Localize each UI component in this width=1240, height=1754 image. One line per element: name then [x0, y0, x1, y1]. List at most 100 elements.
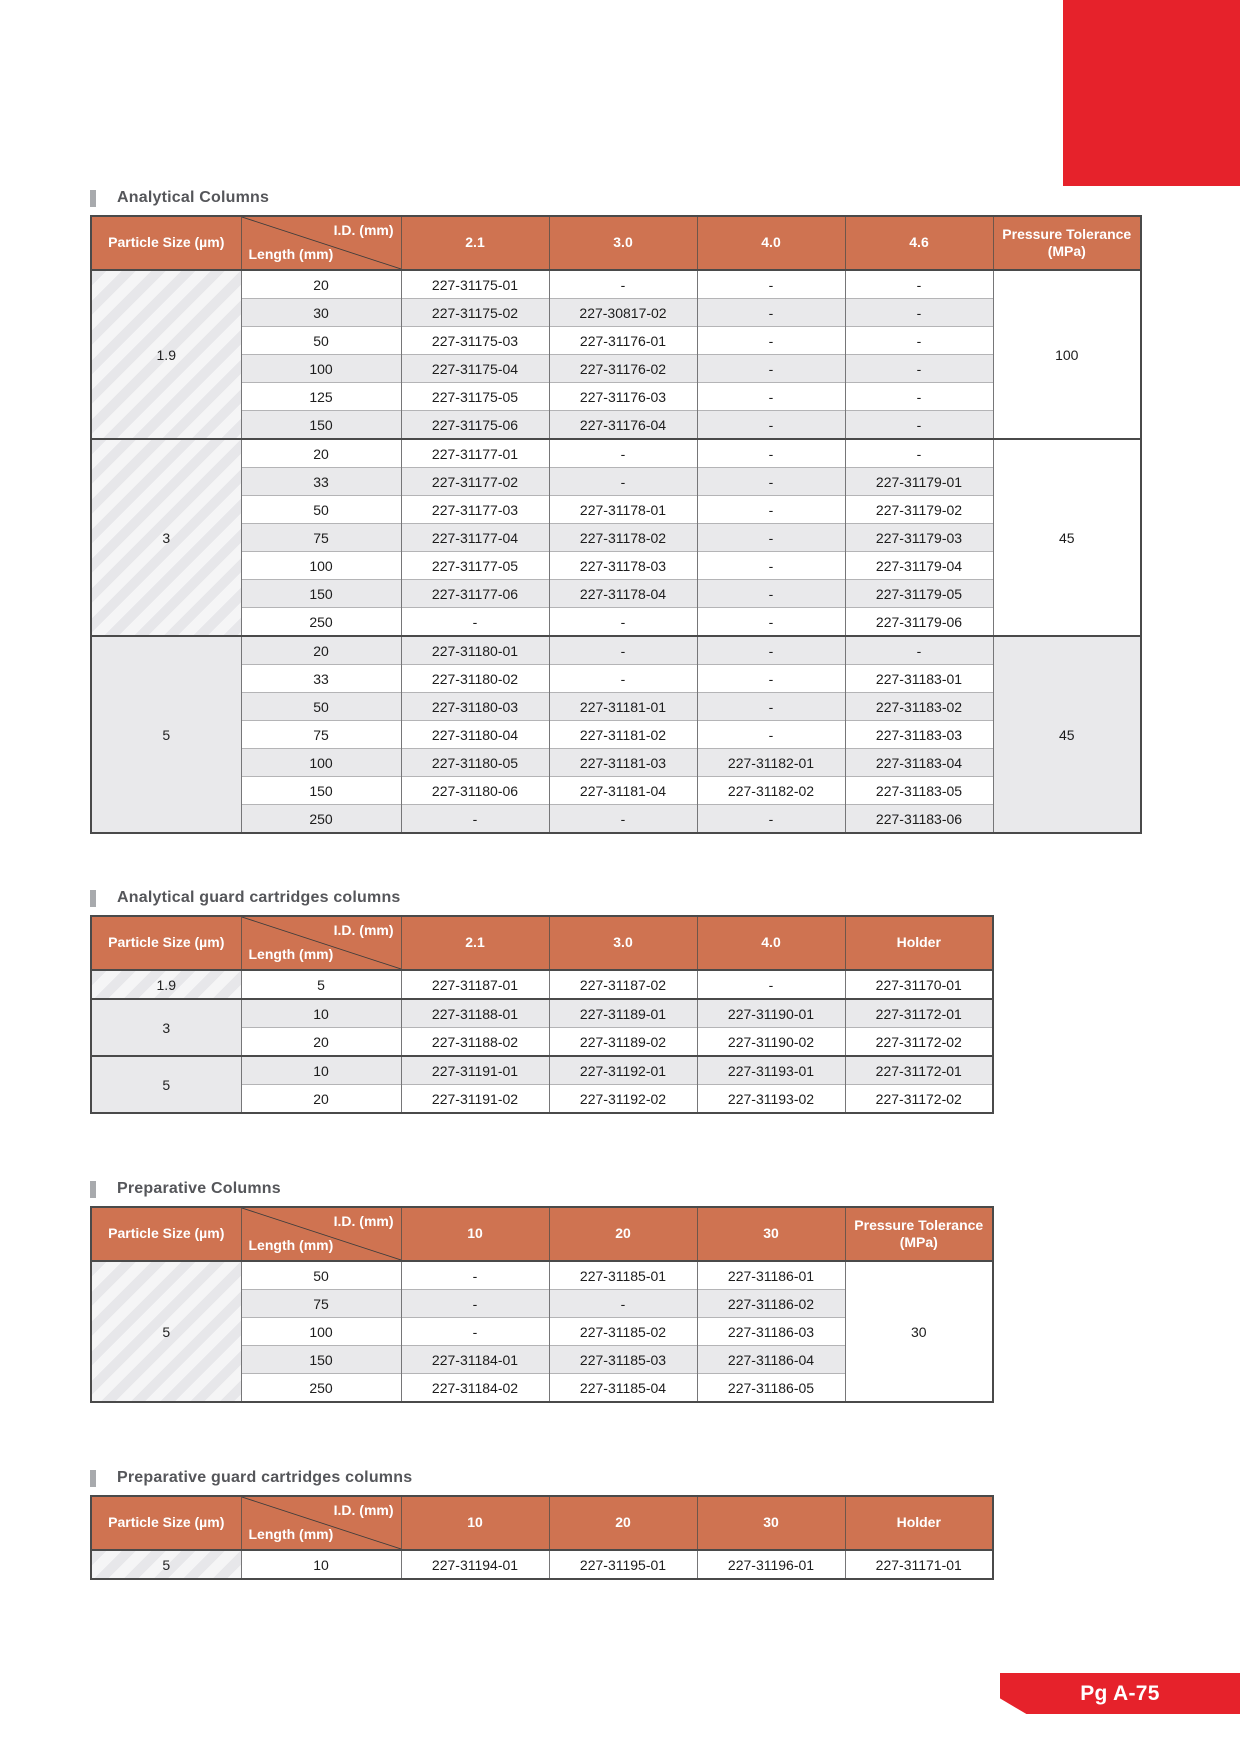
table-row: 50 227-31177-03 227-31178-01-227-31179-02	[91, 495, 1141, 524]
length-cell: 50	[240, 326, 402, 355]
part-number-cell: 227-31172-01	[844, 998, 994, 1028]
part-number-cell: -	[548, 607, 698, 636]
merged-value-cell: 45	[992, 438, 1142, 636]
part-number-cell: 227-31184-02	[400, 1373, 550, 1402]
column-header: Holder	[844, 915, 994, 971]
length-mm-label: Length (mm)	[248, 1525, 334, 1542]
section-preparative-columns: Preparative Columns Particle Size (µm) I.D…	[90, 1179, 1150, 1403]
part-number-cell: -	[548, 467, 698, 496]
catalog-table: Particle Size (µm) I.D. (mm) Length (mm) 10…	[90, 1206, 994, 1403]
catalog-table: Particle Size (µm) I.D. (mm) Length (mm) 10…	[90, 1495, 994, 1580]
length-mm-label: Length (mm)	[248, 1236, 334, 1253]
part-number-cell: 227-31176-02	[548, 354, 698, 383]
merged-column-header: Pressure Tolerance (MPa)	[844, 1206, 994, 1262]
table-row: 1.9 5 227-31187-01 227-31187-02-227-31170-0…	[90, 969, 994, 999]
diagonal-divider-line	[241, 217, 401, 269]
length-cell: 250	[240, 607, 402, 636]
part-number-cell: 227-31172-02	[844, 1027, 994, 1056]
length-cell: 33	[240, 664, 402, 693]
part-number-cell: 227-31176-01	[548, 326, 698, 355]
part-number-cell: 227-31180-01	[400, 635, 550, 665]
section-title-text: Analytical Columns	[117, 189, 270, 206]
part-number-cell: 227-31181-01	[548, 692, 698, 721]
column-header: 20	[548, 1206, 698, 1262]
table-row: 250- - -227-31179-06	[91, 607, 1141, 636]
particle-size-cell: 5	[90, 1260, 242, 1402]
part-number-cell: 227-31181-04	[548, 776, 698, 805]
part-number-cell: -	[696, 438, 846, 468]
part-number-cell: 227-31191-02	[400, 1084, 550, 1113]
header-row: Particle Size (µm) I.D. (mm) Length (mm) 2.…	[90, 915, 994, 971]
part-number-cell: 227-31172-02	[844, 1084, 994, 1113]
table-row: 50 227-31180-03 227-31181-01-227-31183-02	[91, 692, 1141, 721]
part-number-cell: 227-31180-04	[400, 720, 550, 749]
table-row: 75 227-31180-04 227-31181-02-227-31183-03	[91, 720, 1141, 749]
part-number-cell: 227-31183-04	[844, 748, 994, 777]
table-row: 100 227-31177-05 227-31178-03-227-31179-04	[91, 551, 1141, 580]
part-number-cell: -	[844, 410, 994, 439]
part-number-cell: 227-31175-02	[400, 298, 550, 327]
part-number-cell: 227-31176-03	[548, 382, 698, 411]
part-number-cell: -	[548, 804, 698, 833]
part-number-cell: 227-30817-02	[548, 298, 698, 327]
part-number-cell: -	[696, 410, 846, 439]
part-number-cell: 227-31177-02	[400, 467, 550, 496]
length-cell: 75	[240, 1289, 402, 1318]
length-cell: 20	[240, 1027, 402, 1056]
part-number-cell: -	[844, 298, 994, 327]
particle-size-header: Particle Size (µm)	[90, 1495, 242, 1551]
part-number-cell: 227-31180-06	[400, 776, 550, 805]
part-number-cell: 227-31178-04	[548, 579, 698, 608]
part-number-cell: -	[696, 664, 846, 693]
part-number-cell: 227-31175-06	[400, 410, 550, 439]
part-number-cell: 227-31185-04	[548, 1373, 698, 1402]
length-cell: 20	[240, 269, 402, 299]
part-number-cell: 227-31184-01	[400, 1345, 550, 1374]
part-number-cell: 227-31180-02	[400, 664, 550, 693]
section-marker-icon	[90, 189, 96, 207]
column-header: 10	[400, 1206, 550, 1262]
table-row: 100 227-31175-04 227-31176-02- -	[91, 354, 1141, 383]
table-row: 75 227-31177-04 227-31178-02-227-31179-03	[91, 523, 1141, 552]
part-number-cell: 227-31179-03	[844, 523, 994, 552]
part-number-cell: 227-31185-02	[548, 1317, 698, 1346]
part-number-cell: 227-31171-01	[844, 1549, 994, 1579]
table-row: 250 227-31184-02 227-31185-04 227-31186-05	[91, 1373, 993, 1402]
part-number-cell: 227-31192-02	[548, 1084, 698, 1113]
length-cell: 250	[240, 1373, 402, 1402]
part-number-cell: 227-31179-05	[844, 579, 994, 608]
part-number-cell: 227-31177-03	[400, 495, 550, 524]
particle-size-header: Particle Size (µm)	[90, 915, 242, 971]
table-row: 100-227-31185-02 227-31186-03	[91, 1317, 993, 1346]
part-number-cell: -	[696, 635, 846, 665]
part-number-cell: 227-31182-01	[696, 748, 846, 777]
particle-size-cell: 3	[90, 438, 242, 636]
section-title: Preparative Columns	[90, 1179, 1150, 1199]
part-number-cell: 227-31189-01	[548, 998, 698, 1028]
part-number-cell: 227-31185-01	[548, 1260, 698, 1290]
length-cell: 50	[240, 692, 402, 721]
length-cell: 150	[240, 776, 402, 805]
length-cell: 20	[240, 1084, 402, 1113]
column-header: 3.0	[548, 915, 698, 971]
id-mm-label: I.D. (mm)	[333, 1502, 394, 1518]
section-title: Preparative guard cartridges columns	[90, 1468, 1150, 1488]
part-number-cell: -	[844, 635, 994, 665]
merged-value-cell: 100	[992, 269, 1142, 439]
section-title-text: Analytical guard cartridges columns	[117, 889, 401, 906]
table-row: 125 227-31175-05 227-31176-03- -	[91, 382, 1141, 411]
particle-size-header: Particle Size (µm)	[90, 1206, 242, 1262]
length-cell: 75	[240, 523, 402, 552]
part-number-cell: 227-31177-05	[400, 551, 550, 580]
part-number-cell: -	[548, 1289, 698, 1318]
part-number-cell: -	[696, 382, 846, 411]
part-number-cell: 227-31195-01	[548, 1549, 698, 1579]
section-title-text: Preparative guard cartridges columns	[117, 1469, 413, 1486]
part-number-cell: -	[548, 664, 698, 693]
part-number-cell: -	[548, 269, 698, 299]
part-number-cell: 227-31182-02	[696, 776, 846, 805]
length-cell: 20	[240, 438, 402, 468]
length-cell: 10	[240, 1549, 402, 1579]
part-number-cell: 227-31183-03	[844, 720, 994, 749]
part-number-cell: 227-31177-04	[400, 523, 550, 552]
